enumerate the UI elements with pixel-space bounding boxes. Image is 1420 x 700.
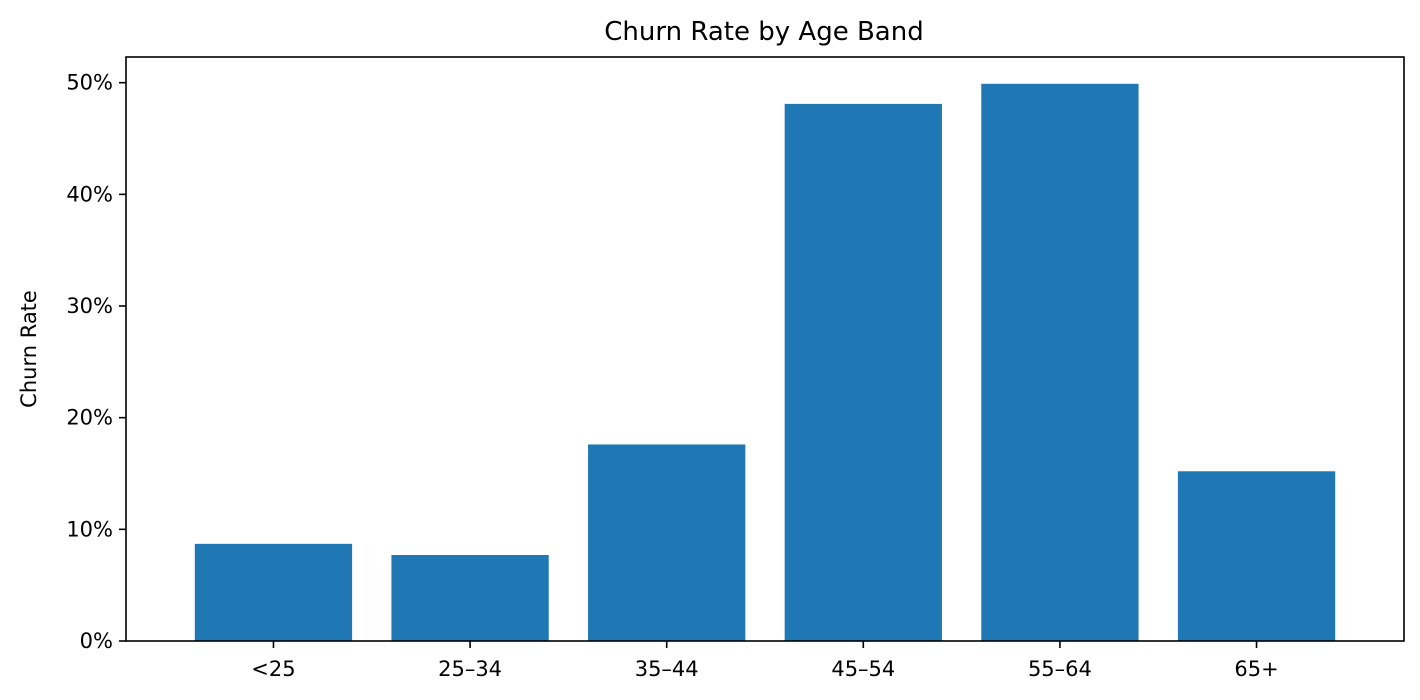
x-tick-label: 25–34 [438,657,502,681]
y-tick-label: 0% [80,629,113,653]
y-tick-label: 20% [66,406,113,430]
bars-group [194,83,1336,641]
bar-1-25 [194,543,353,641]
y-tick-label: 40% [66,182,113,206]
y-tick-label: 10% [66,517,113,541]
bar-5-55-64 [981,83,1139,641]
bar-3-35-44 [588,444,746,641]
x-tick-label: 65+ [1234,657,1278,681]
y-axis-label: Churn Rate [17,290,41,408]
bar-2-25-34 [391,555,549,641]
x-tick-label: 35–44 [635,657,699,681]
bar-6-65 [1177,471,1336,641]
x-tick-label: 55–64 [1028,657,1092,681]
y-tick-label: 30% [66,294,113,318]
y-tick-label: 50% [66,71,113,95]
x-axis-ticks: <25 25–34 35–44 45–54 55–64 65+ [251,641,1279,681]
y-axis-ticks: 0% 10% 20% 30% 40% 50% [66,71,126,653]
chart-title: Churn Rate by Age Band [604,17,923,47]
plot-frame [125,56,1405,642]
bar-4-45-54 [784,103,942,641]
x-tick-label: 45–54 [831,657,895,681]
x-tick-label: <25 [251,657,295,681]
